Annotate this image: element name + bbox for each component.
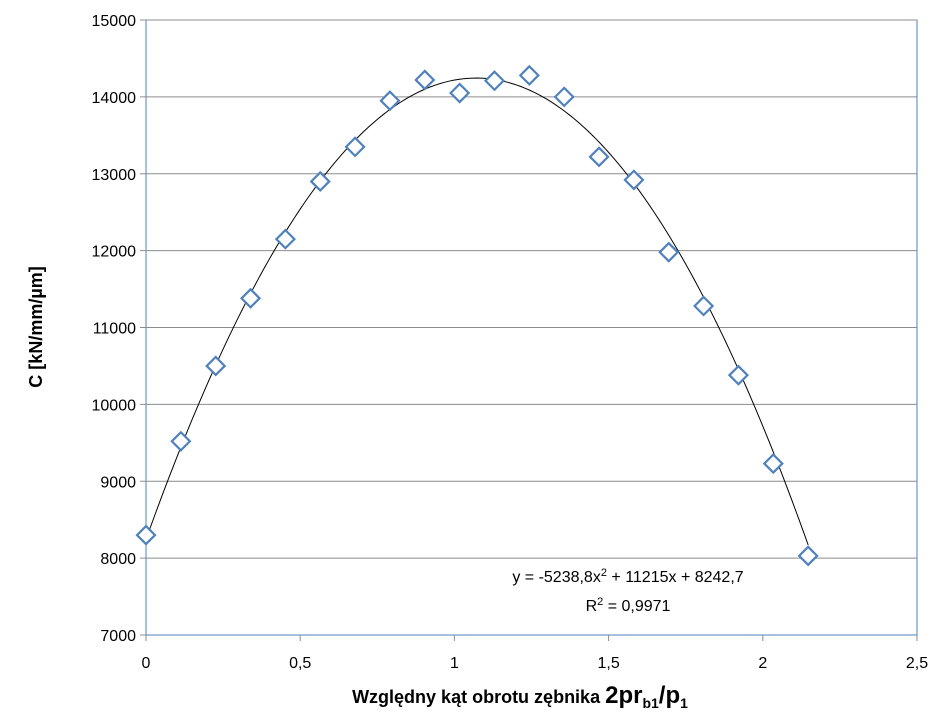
- x-tick-label: 0,5: [289, 655, 311, 672]
- y-tick-label: 14000: [92, 90, 137, 107]
- data-point-marker: [449, 82, 471, 104]
- x-axis-title-sub1: b1: [642, 695, 659, 711]
- equation-part2: + 11215x + 8242,7: [607, 569, 744, 586]
- data-point-marker: [797, 545, 819, 567]
- y-tick-label: 8000: [100, 551, 136, 568]
- y-tick-labels: 7000 8000 9000 10000 11000 12000 13000 14000 150…: [92, 13, 137, 645]
- data-point-marker: [483, 70, 506, 92]
- y-tick-label: 9000: [100, 474, 136, 491]
- y-tick-label: 10000: [92, 397, 137, 414]
- r2-part2: = 0,9971: [603, 598, 670, 615]
- equation-part1: y = -5238,8x: [512, 569, 601, 586]
- x-axis-title-prefix: Względny kąt obrotu zębnika: [352, 687, 605, 707]
- data-point-marker: [309, 170, 331, 192]
- r2-sup: 2: [597, 596, 603, 608]
- data-points: [135, 64, 819, 567]
- x-axis-title-sub2: 1: [680, 695, 688, 711]
- equation-sup: 2: [601, 567, 607, 579]
- x-tick-label: 2,5: [906, 655, 928, 672]
- y-tick-label: 12000: [92, 244, 137, 261]
- data-point-marker: [762, 453, 784, 475]
- y-tick-label: 13000: [92, 167, 137, 184]
- data-point-marker: [274, 228, 296, 250]
- x-tick-label: 1,5: [597, 655, 619, 672]
- x-axis-title-slash: /p: [659, 682, 680, 709]
- data-point-marker: [623, 169, 645, 191]
- r2-part1: R: [586, 598, 598, 615]
- data-point-marker: [205, 355, 227, 377]
- data-point-marker: [693, 295, 715, 317]
- trendline-equation: y = -5238,8x2 + 11215x + 8242,7: [512, 567, 743, 586]
- data-point-marker: [135, 524, 157, 546]
- x-tick-labels: 0 0,5 1 1,5 2 2,5: [142, 655, 929, 672]
- y-tick-label: 15000: [92, 13, 137, 30]
- x-tick-label: 1: [450, 655, 459, 672]
- y-axis-title: C [kN/mm/µm]: [26, 266, 46, 387]
- data-point-marker: [344, 136, 366, 158]
- data-point-marker: [588, 146, 610, 168]
- y-tick-label: 11000: [93, 321, 136, 338]
- r-squared-label: R2 = 0,9971: [586, 596, 671, 615]
- data-point-marker: [518, 64, 540, 86]
- data-point-marker: [658, 241, 680, 263]
- x-axis-title: Względny kąt obrotu zębnika 2prb1/p1: [352, 682, 688, 711]
- x-axis-title-main: 2pr: [605, 682, 642, 709]
- data-point-marker: [727, 364, 749, 386]
- y-tick-label: 7000: [100, 628, 136, 645]
- data-point-marker: [553, 86, 575, 108]
- data-point-marker: [379, 90, 401, 112]
- x-tick-label: 2: [758, 655, 767, 672]
- x-tick-label: 0: [142, 655, 151, 672]
- data-point-marker: [414, 69, 436, 91]
- trendline: [145, 77, 809, 546]
- data-point-marker: [239, 287, 262, 309]
- data-point-marker: [170, 430, 192, 452]
